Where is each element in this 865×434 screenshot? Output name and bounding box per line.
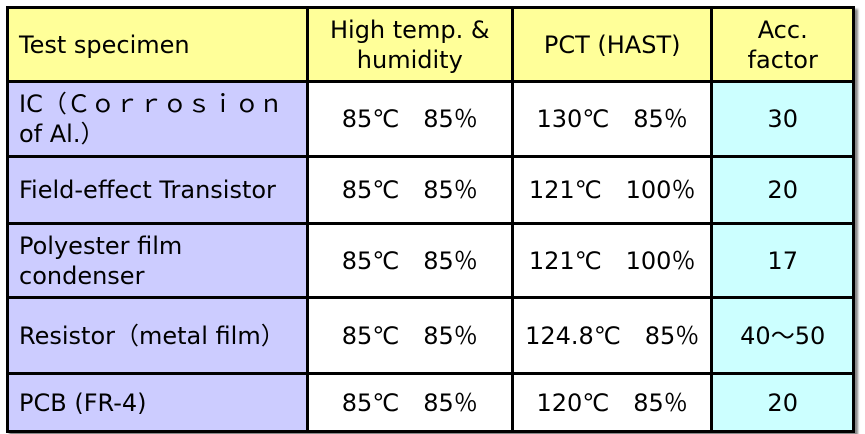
header-cell: Acc. factor	[710, 6, 855, 83]
body-row: IC（Ｃｏｒｒｏｓｉｏｎ of Al.） 85℃ 85％ 130℃ 85％ 30	[6, 80, 855, 158]
body-row: Polyester film condenser 85℃ 85％ 121℃ 100％…	[6, 222, 855, 299]
condition-cell: 130℃ 85％	[510, 80, 714, 158]
specimen-cell: Polyester film condenser	[6, 222, 309, 299]
body-row: PCB (FR-4) 85℃ 85％ 120℃ 85％ 20	[6, 372, 855, 433]
table-body: IC（Ｃｏｒｒｏｓｉｏｎ of Al.） 85℃ 85％ 130℃ 85％ 30 Fie…	[6, 80, 855, 433]
factor-cell: 20	[710, 372, 855, 433]
factor-cell: 20	[710, 155, 855, 225]
data-table: Test specimen High temp. & humidity PCT …	[6, 6, 855, 433]
condition-cell: 85℃ 85％	[305, 155, 514, 225]
factor-cell: 30	[710, 80, 855, 158]
header-cell: PCT (HAST)	[510, 6, 714, 83]
specimen-cell: IC（Ｃｏｒｒｏｓｉｏｎ of Al.）	[6, 80, 309, 158]
header-cell: Test specimen	[6, 6, 309, 83]
condition-cell: 85℃ 85％	[305, 296, 514, 375]
specimen-cell: Field-effect Transistor	[6, 155, 309, 225]
condition-cell: 85℃ 85％	[305, 372, 514, 433]
condition-cell: 85℃ 85％	[305, 80, 514, 158]
specimen-cell: Resistor（metal film）	[6, 296, 309, 375]
condition-cell: 120℃ 85％	[510, 372, 714, 433]
factor-cell: 40～50	[710, 296, 855, 375]
condition-cell: 85℃ 85％	[305, 222, 514, 299]
table-head: Test specimen High temp. & humidity PCT …	[6, 6, 855, 83]
specimen-cell: PCB (FR-4)	[6, 372, 309, 433]
header-cell: High temp. & humidity	[305, 6, 514, 83]
body-row: Resistor（metal film） 85℃ 85％ 124.8℃ 85％ 40～…	[6, 296, 855, 375]
body-row: Field-effect Transistor 85℃ 85％ 121℃ 100％ 2…	[6, 155, 855, 225]
factor-cell: 17	[710, 222, 855, 299]
condition-cell: 124.8℃ 85％	[510, 296, 714, 375]
condition-cell: 121℃ 100％	[510, 222, 714, 299]
header-row: Test specimen High temp. & humidity PCT …	[6, 6, 855, 83]
condition-cell: 121℃ 100％	[510, 155, 714, 225]
